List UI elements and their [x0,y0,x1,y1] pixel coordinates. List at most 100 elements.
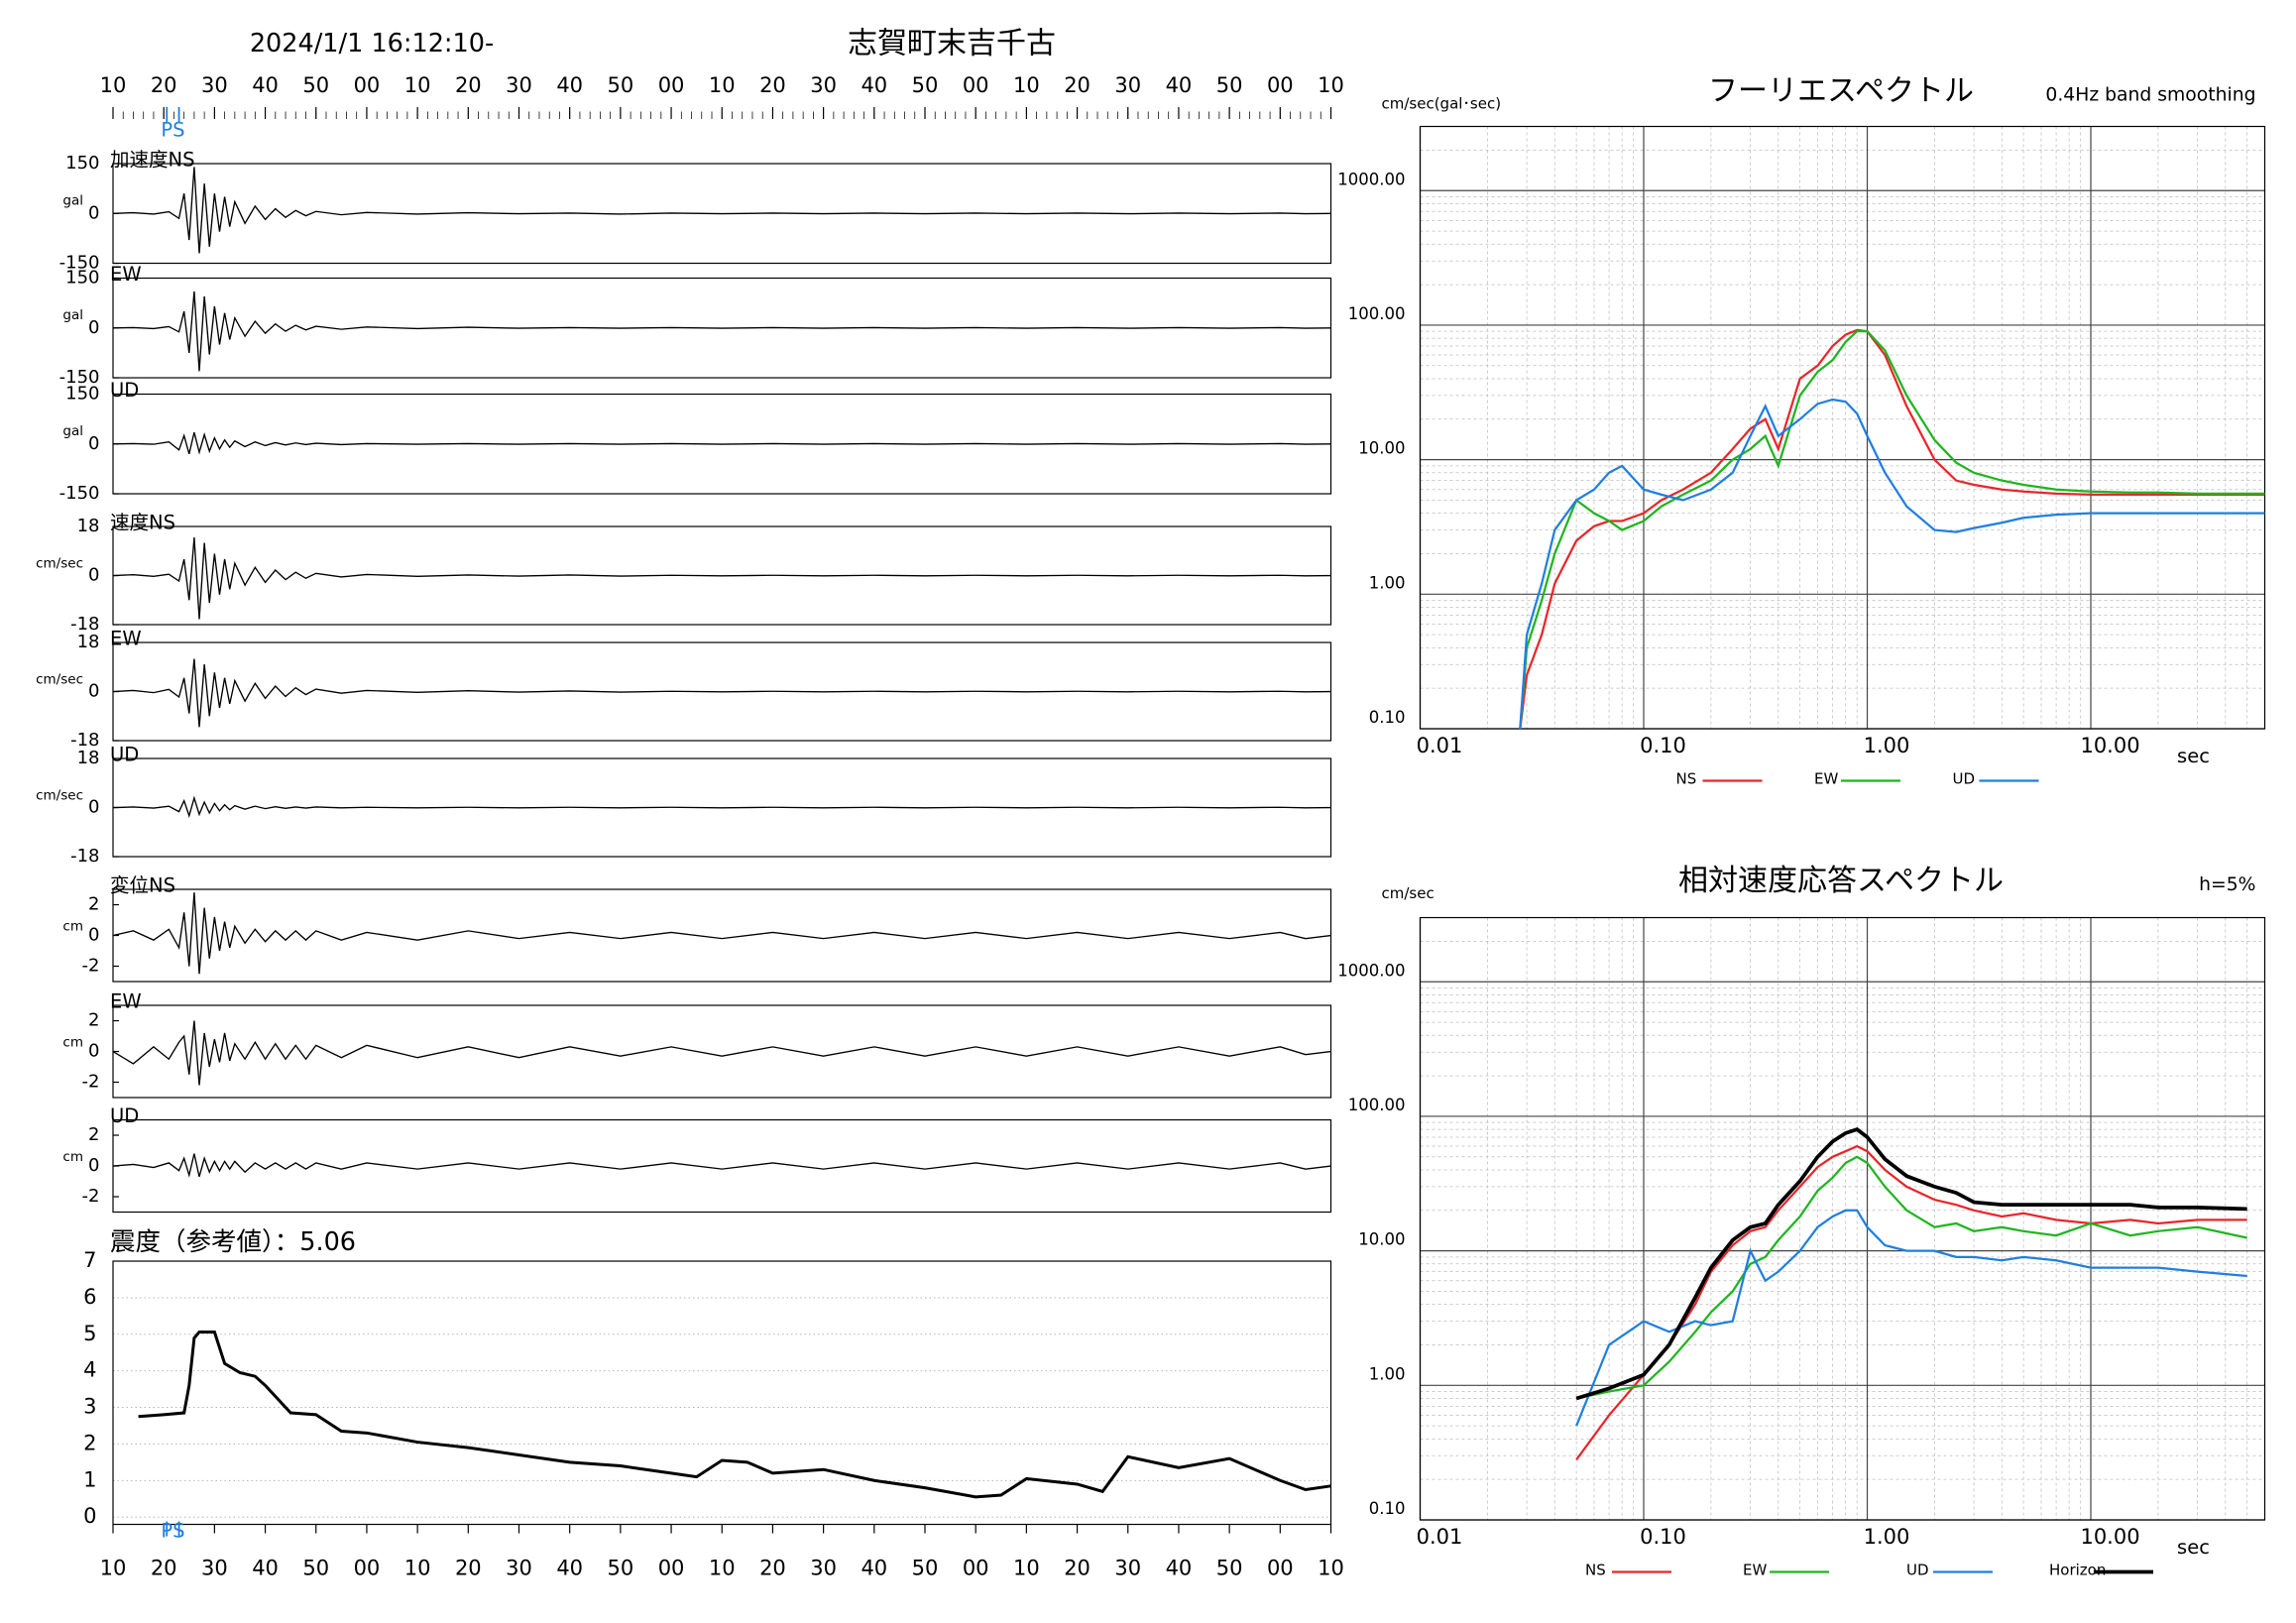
waveform-line [112,290,1331,372]
x-tick-label: 40 [556,73,583,97]
x-tick-label: 00 [1267,1557,1294,1580]
y-tick-label: 7 [83,1248,96,1272]
waveform-line [112,1020,1331,1086]
panel-label: 変位NS [110,874,175,897]
panel-label: EW [110,990,142,1013]
legend-label: UD [1953,770,1976,788]
x-tick-label: 20 [1064,73,1091,97]
y-tick-label: 0 [88,433,99,454]
y-tick-label: 18 [77,748,100,768]
y-tick-label: 6 [83,1285,96,1309]
x-tick-label: 10 [1013,73,1040,97]
unit-label: cm/sec [36,788,83,804]
spectrum-line [1519,398,2265,730]
x-tick-label: 00 [354,73,381,97]
x-tick-label: 20 [151,73,177,97]
x-tick-label: 30 [1114,1557,1141,1580]
x-tick-label: 30 [810,73,837,97]
y-tick-label: -2 [82,1072,100,1093]
x-tick-label: 00 [1267,73,1294,97]
x-tick-label: 30 [201,73,228,97]
x-tick-label: 50 [608,73,634,97]
x-tick-label: 00 [354,1557,381,1580]
chart-title: 震度（参考値）：5.06 [110,1227,356,1257]
y-tick-label: -18 [70,730,99,751]
x-axis-label: sec [2177,1536,2210,1559]
panel-label: 速度NS [110,512,175,534]
panel-label: UD [110,379,139,402]
y-tick-label: 10.00 [1358,1230,1405,1249]
chart-title: 相対速度応答スペクトル [1678,864,2004,898]
waveform-line [112,1153,1331,1178]
y-tick-label: 0.10 [1369,1499,1406,1518]
y-tick-label: 5 [83,1322,96,1345]
x-tick-label: 00 [658,1557,685,1580]
waveform-line [112,431,1331,455]
x-tick-label: 20 [1064,1557,1091,1580]
x-tick-label: 50 [302,1557,329,1580]
unit-label: cm [62,1149,83,1165]
x-tick-label: 1.00 [1864,734,1910,757]
x-tick-label: 40 [1166,1557,1193,1580]
intensity-line [138,1331,1331,1499]
x-tick-label: 1.00 [1864,1525,1910,1549]
x-tick-label: 10 [100,1557,127,1580]
y-tick-label: -150 [59,367,100,388]
x-tick-label: 10 [1318,73,1344,97]
legend-label: Horizon [2049,1562,2106,1579]
y-tick-label: 1000.00 [1337,170,1405,188]
spectrum-line [1519,328,2265,730]
x-tick-label: 30 [506,73,532,97]
station-name: 志賀町末吉千古 [848,27,1056,61]
x-tick-label: 0.01 [1417,1525,1463,1549]
x-tick-label: 10 [404,1557,431,1580]
waveform-line [112,658,1331,728]
x-tick-label: 10 [1318,1557,1344,1580]
chart-subtitle: h=5% [2199,874,2255,895]
y-tick-label: 1000.00 [1337,961,1405,980]
x-tick-label: 00 [963,73,989,97]
unit-label: cm [62,919,83,935]
y-tick-label: 100.00 [1348,1096,1406,1114]
panel-label: 加速度NS [110,149,194,172]
plot-frame [1419,125,2266,730]
y-tick-label: -18 [70,614,99,635]
y-tick-label: 150 [65,153,99,174]
x-tick-label: 10.00 [2080,734,2139,757]
y-tick-label: 18 [77,516,100,536]
waveform-line [112,167,1331,254]
y-axis-label: cm/sec(gal･sec) [1382,95,1502,113]
pick-label: PS [161,119,184,142]
x-tick-label: 10 [100,73,127,97]
x-tick-label: 40 [861,73,887,97]
y-tick-label: 0 [83,1504,96,1528]
plot-frame [112,1260,1332,1526]
y-tick-label: -150 [59,253,100,274]
x-tick-label: 00 [658,73,685,97]
pick-label: PS [161,1520,184,1543]
chart-title: フーリエスペクトル [1708,74,1974,109]
x-tick-label: 50 [1216,1557,1243,1580]
x-tick-label: 40 [556,1557,583,1580]
y-tick-label: 2 [83,1431,96,1454]
panel-label: UD [110,744,139,766]
unit-label: gal [62,423,83,439]
y-tick-label: 0 [88,797,99,818]
y-tick-label: 150 [65,384,99,405]
x-tick-label: 40 [861,1557,887,1580]
spectrum-line [1575,1155,2247,1400]
y-tick-label: 0 [88,681,99,702]
x-tick-label: 0.01 [1417,734,1463,757]
waveform-line [112,892,1331,975]
panel-label: UD [110,1104,139,1127]
x-axis-label: sec [2177,745,2210,767]
legend-label: NS [1676,770,1697,788]
y-tick-label: 100.00 [1348,304,1406,323]
y-tick-label: 4 [83,1358,96,1382]
x-tick-label: 50 [1216,73,1243,97]
x-tick-label: 20 [455,1557,482,1580]
panel-label: EW [110,263,142,286]
chart-subtitle: 0.4Hz band smoothing [2045,85,2255,106]
y-tick-label: 0 [88,925,99,946]
